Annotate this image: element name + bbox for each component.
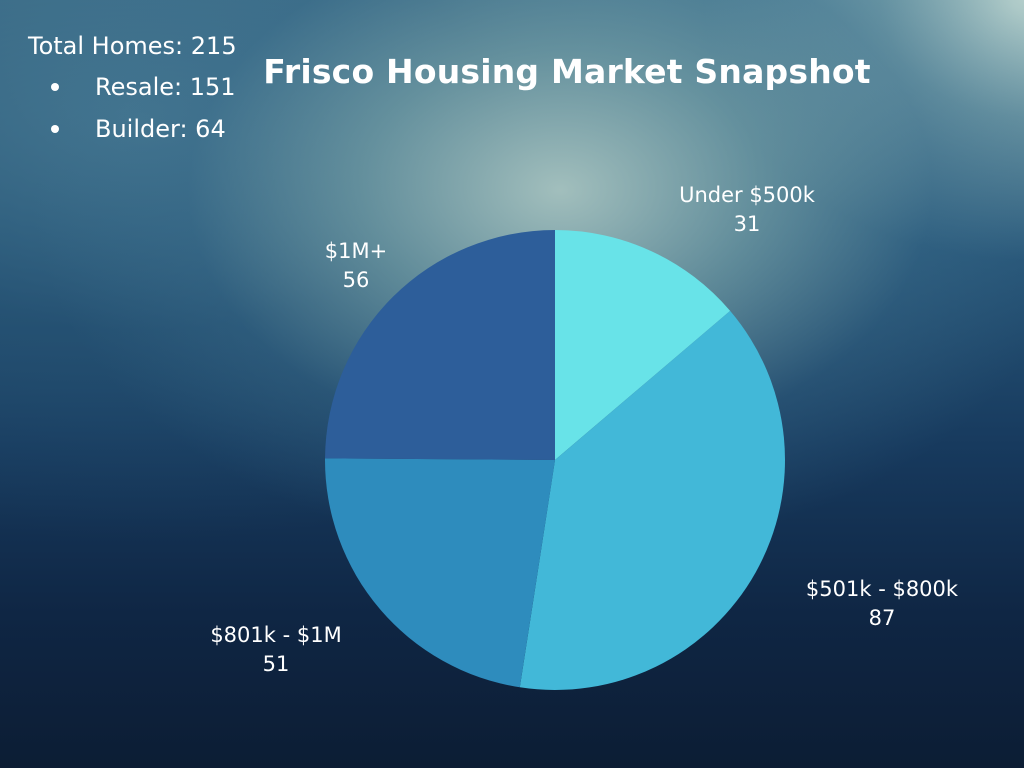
slice-category-label: Under $500k (679, 183, 816, 207)
builder-label: Builder: 64 (95, 115, 226, 143)
slice-category-label: $501k - $800k (806, 577, 959, 601)
resale-label: Resale: 151 (95, 73, 236, 101)
slice-value-label: 87 (869, 606, 896, 630)
home-totals-summary: Total Homes: 215 Resale: 151 Builder: 64 (28, 30, 237, 150)
pie-slice-under-500k (555, 230, 731, 460)
slice-value-label: 31 (734, 212, 761, 236)
builder-list-item: Builder: 64 (28, 108, 237, 150)
slice-category-label: $801k - $1M (210, 623, 341, 647)
chart-title: Frisco Housing Market Snapshot (263, 52, 871, 91)
slice-category-label: $1M+ (325, 239, 387, 263)
pie-slice-1m (325, 230, 555, 460)
pie-labels: Under $500k 31 $501k - $800k 87 $801k - $1M 5… (210, 183, 959, 676)
slice-value-label: 51 (263, 652, 290, 676)
total-homes-label: Total Homes: 215 (28, 32, 237, 60)
resale-list-item: Resale: 151 (28, 66, 237, 108)
pie-slice-501k-800k (519, 310, 785, 690)
slice-value-label: 56 (343, 268, 370, 292)
bullet-icon (51, 125, 59, 133)
home-type-list: Resale: 151 Builder: 64 (28, 66, 237, 150)
pie-slice-801k-1m (325, 458, 555, 688)
pie-slices (325, 230, 785, 690)
bullet-icon (51, 83, 59, 91)
